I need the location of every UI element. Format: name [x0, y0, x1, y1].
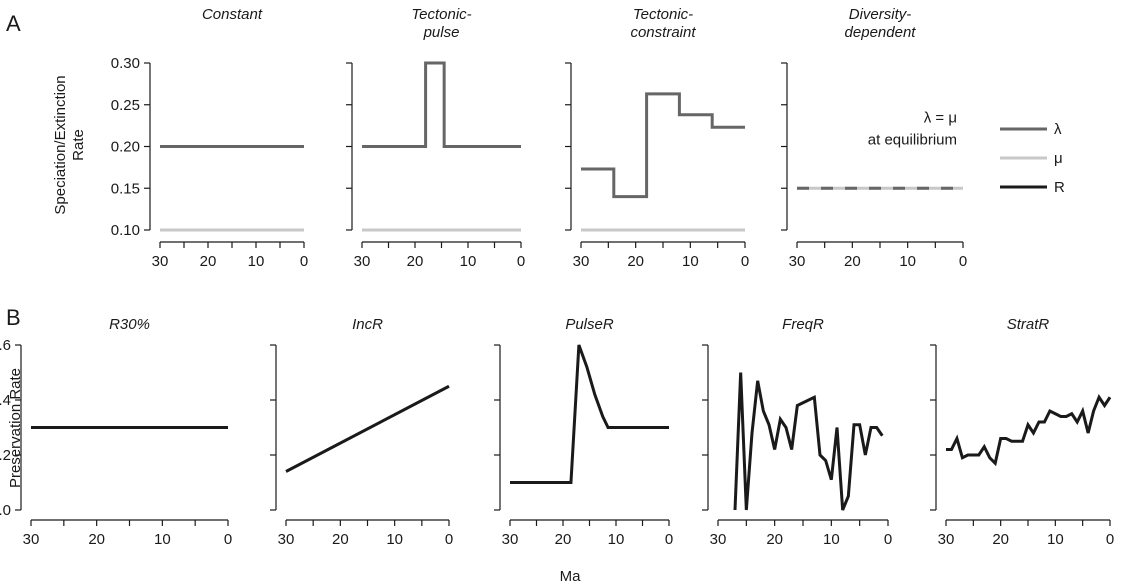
- panel-title: dependent: [845, 24, 917, 41]
- x-tick-label: 20: [332, 531, 349, 548]
- row-b-label: B: [6, 305, 21, 330]
- x-tick-label: 10: [154, 531, 171, 548]
- panel-9: StratR 30 20 10 0: [930, 316, 1114, 548]
- x-tick-label: 30: [938, 531, 955, 548]
- x-tick-label: 10: [460, 253, 477, 270]
- panel-title: Tectonic-: [633, 6, 693, 23]
- series-R-line: [285, 384, 450, 473]
- y-tick-label: 0.10: [111, 222, 140, 239]
- panel-6: IncR 30 20 10 0: [270, 316, 453, 548]
- panel-title: pulse: [423, 24, 460, 41]
- panel-title: Tectonic-: [411, 6, 471, 23]
- x-tick-label: 10: [608, 531, 625, 548]
- row-a-ylabel-line1: Speciation/Extinction: [52, 75, 69, 214]
- x-tick-label: 0: [517, 253, 525, 270]
- x-tick-label: 30: [502, 531, 519, 548]
- x-tick-label: 0: [665, 531, 673, 548]
- x-tick-label: 10: [248, 253, 265, 270]
- x-tick-label: 0: [445, 531, 453, 548]
- x-tick-label: 0: [741, 253, 749, 270]
- panel-title: FreqR: [782, 316, 824, 333]
- x-axis-label: Ma: [560, 568, 581, 585]
- x-tick-label: 30: [152, 253, 169, 270]
- x-tick-label: 10: [823, 531, 840, 548]
- panel-8: FreqR 30 20 10 0: [702, 316, 892, 548]
- y-tick-label: 0.30: [111, 55, 140, 72]
- y-tick-label: 0.2: [0, 447, 11, 464]
- x-tick-label: 20: [200, 253, 217, 270]
- series-R-line: [510, 344, 669, 484]
- x-tick-label: 30: [710, 531, 727, 548]
- series-lambda-line: [362, 61, 521, 148]
- y-tick-label: 0.20: [111, 139, 140, 156]
- legend-label: R: [1054, 179, 1065, 196]
- x-tick-label: 10: [386, 531, 403, 548]
- series-R-line: [733, 372, 884, 511]
- x-tick-label: 30: [23, 531, 40, 548]
- panel-title: StratR: [1007, 316, 1050, 333]
- panel-title: Diversity-: [849, 6, 912, 23]
- x-tick-label: 30: [278, 531, 295, 548]
- panel-7: PulseR 30 20 10 0: [494, 316, 673, 548]
- y-tick-label: 0.4: [0, 392, 11, 409]
- x-tick-label: 20: [88, 531, 105, 548]
- x-tick-label: 20: [407, 253, 424, 270]
- panel-1: Constant 0.10 0.15 0.20 0.25 0.30 30 20 10 0: [111, 6, 308, 270]
- y-tick-label: 0.15: [111, 180, 140, 197]
- legend-label: λ: [1054, 121, 1062, 138]
- panel-3: Tectonic-constraint 30 20 10 0: [565, 6, 749, 270]
- x-tick-label: 0: [300, 253, 308, 270]
- equilibrium-annotation: λ = μ: [924, 110, 957, 127]
- x-tick-label: 30: [573, 253, 590, 270]
- row-b-ylabel: Preservation Rate: [7, 368, 24, 488]
- x-tick-label: 10: [682, 253, 699, 270]
- x-tick-label: 20: [992, 531, 1009, 548]
- panel-title: PulseR: [565, 316, 614, 333]
- panel-title: IncR: [352, 316, 383, 333]
- panel-2: Tectonic-pulse 30 20 10 0: [346, 6, 525, 270]
- panel-title: Constant: [202, 6, 263, 23]
- x-tick-label: 0: [1106, 531, 1114, 548]
- x-tick-label: 20: [844, 253, 861, 270]
- y-tick-label: 0.6: [0, 337, 11, 354]
- x-tick-label: 30: [789, 253, 806, 270]
- legend-label: μ: [1054, 150, 1063, 167]
- series-lambda-line: [581, 92, 745, 199]
- row-a-label: A: [6, 11, 21, 36]
- panel-title: constraint: [630, 24, 696, 41]
- x-tick-label: 0: [959, 253, 967, 270]
- x-tick-label: 20: [555, 531, 572, 548]
- legend: λμR: [1000, 121, 1065, 196]
- x-tick-label: 10: [899, 253, 916, 270]
- x-tick-label: 20: [766, 531, 783, 548]
- row-a-ylabel-line2: Rate: [70, 129, 87, 161]
- y-tick-label: 0.0: [0, 502, 11, 519]
- equilibrium-annotation: at equilibrium: [868, 132, 957, 149]
- panel-5: R30% 0.0 0.2 0.4 0.6 30 20 10 0: [0, 316, 232, 548]
- panel-title: R30%: [109, 316, 150, 333]
- y-tick-label: 0.25: [111, 97, 140, 114]
- panel-4: Diversity-dependent 30 20 10 0 λ = μ at equili…: [781, 6, 967, 270]
- x-tick-label: 0: [224, 531, 232, 548]
- x-tick-label: 0: [884, 531, 892, 548]
- x-tick-label: 10: [1047, 531, 1064, 548]
- series-R-line: [946, 394, 1112, 467]
- x-tick-label: 20: [627, 253, 644, 270]
- x-tick-label: 30: [354, 253, 371, 270]
